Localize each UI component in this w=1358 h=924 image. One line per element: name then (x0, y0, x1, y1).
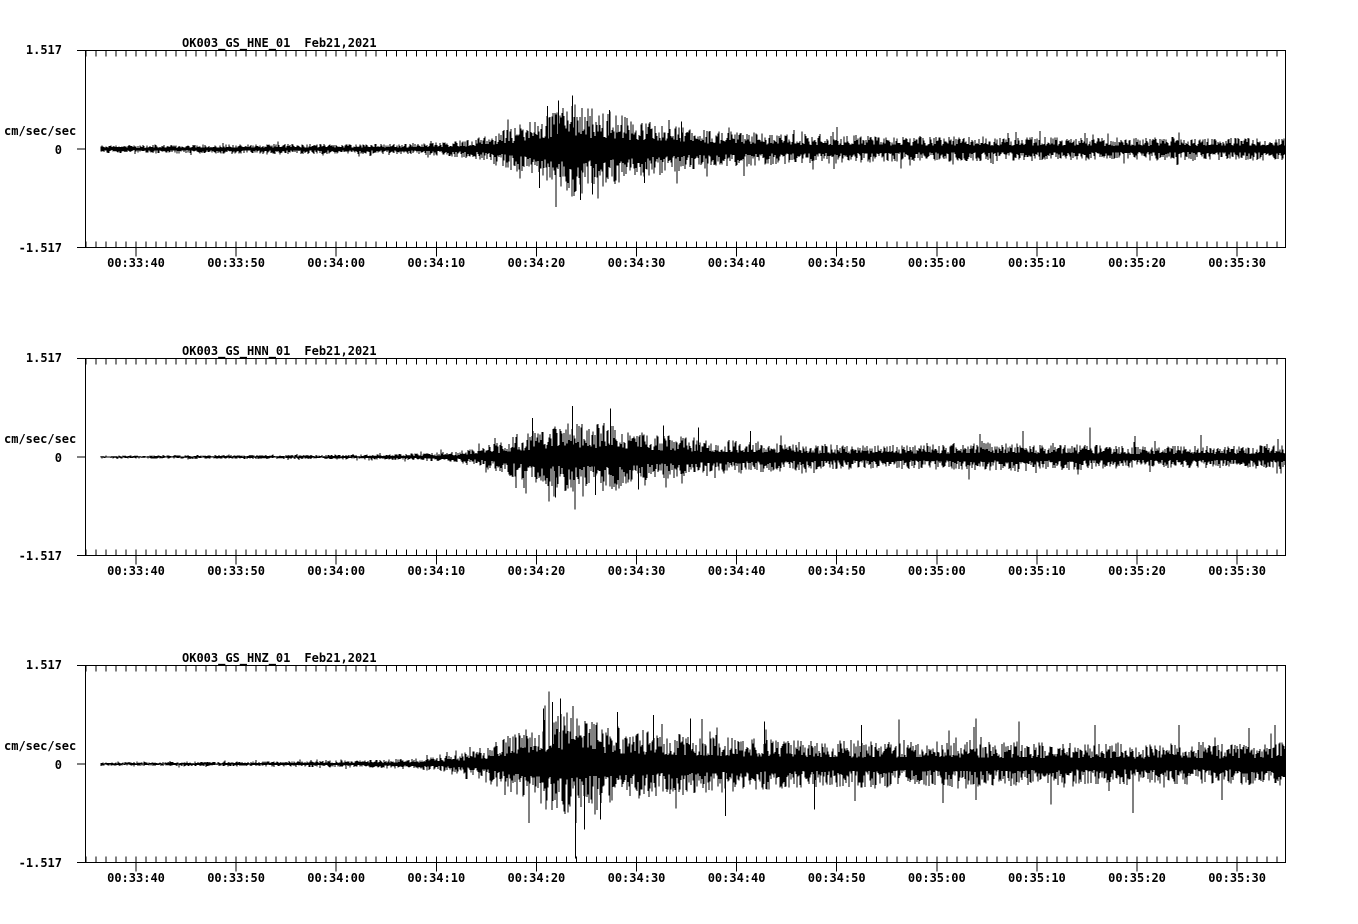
waveform-svg (77, 358, 1286, 565)
panel-title: OK003_GS_HNN_01 Feb21,2021 (182, 344, 377, 358)
x-tick-label: 00:35:10 (1007, 564, 1066, 578)
x-tick-label: 00:33:50 (207, 564, 265, 578)
x-tick-label: 00:34:10 (407, 871, 466, 885)
x-tick-label: 00:34:30 (607, 564, 666, 578)
y-axis-max-label: 1.517 (25, 43, 62, 57)
waveform-svg (77, 665, 1286, 872)
seismogram-panel-hne: OK003_GS_HNE_01 Feb21,2021 1.517 cm/sec/s… (0, 17, 1358, 282)
y-axis-unit-label: cm/sec/sec (4, 432, 77, 446)
x-tick-label: 00:34:20 (507, 256, 566, 270)
panel-title: OK003_GS_HNE_01 Feb21,2021 (182, 36, 377, 50)
x-tick-label: 00:33:50 (207, 256, 265, 270)
x-tick-label: 00:35:10 (1007, 871, 1066, 885)
x-tick-label: 00:35:00 (907, 564, 966, 578)
seismic-trace (100, 691, 1286, 824)
x-tick-label: 00:35:30 (1208, 564, 1266, 578)
seismic-trace-peaks (531, 406, 1202, 498)
x-tick-label: 00:34:40 (707, 256, 766, 270)
station-code: OK003_GS_HNE_01 (182, 36, 291, 50)
x-tick-label: 00:34:20 (507, 564, 566, 578)
x-tick-label: 00:34:30 (607, 871, 666, 885)
x-tick-label: 00:34:50 (807, 256, 866, 270)
station-code: OK003_GS_HNN_01 (182, 344, 291, 358)
y-axis-zero-label: 0 (54, 143, 62, 157)
x-axis-labels: 00:33:40 00:33:50 00:34:00 00:34:10 00:34:20… (0, 871, 1358, 887)
waveform-plot (77, 50, 1286, 257)
seismic-trace (100, 104, 1286, 208)
y-axis-max-label: 1.517 (25, 351, 62, 365)
x-axis-labels: 00:33:40 00:33:50 00:34:00 00:34:10 00:34:20… (0, 564, 1358, 580)
x-tick-label: 00:33:40 (107, 871, 165, 885)
x-tick-label: 00:33:40 (107, 564, 165, 578)
x-tick-label: 00:35:00 (907, 256, 966, 270)
y-axis-zero-label: 0 (54, 758, 62, 772)
x-tick-label: 00:34:00 (307, 564, 366, 578)
station-code: OK003_GS_HNZ_01 (182, 651, 291, 665)
x-tick-label: 00:33:50 (207, 871, 265, 885)
x-tick-label: 00:34:30 (607, 256, 666, 270)
seismic-trace-peaks (538, 95, 682, 200)
x-tick-label: 00:34:00 (307, 871, 366, 885)
y-axis-min-label: -1.517 (18, 549, 62, 563)
seismic-trace (100, 423, 1286, 510)
record-date: Feb21,2021 (304, 344, 377, 358)
y-axis-min-label: -1.517 (18, 856, 62, 870)
x-tick-label: 00:35:20 (1108, 871, 1166, 885)
x-tick-label: 00:33:40 (107, 256, 165, 270)
x-tick-label: 00:34:20 (507, 871, 566, 885)
seismogram-panel-hnz: OK003_GS_HNZ_01 Feb21,2021 1.517 cm/sec/s… (0, 632, 1358, 897)
x-tick-label: 00:35:20 (1108, 564, 1166, 578)
x-tick-label: 00:35:30 (1208, 871, 1266, 885)
waveform-plot (77, 358, 1286, 565)
y-axis-min-label: -1.517 (18, 241, 62, 255)
panel-title: OK003_GS_HNZ_01 Feb21,2021 (182, 651, 377, 665)
seismic-trace-peaks (542, 698, 1276, 859)
x-tick-label: 00:34:00 (307, 256, 366, 270)
seismogram-panel-hnn: OK003_GS_HNN_01 Feb21,2021 1.517 cm/sec/s… (0, 325, 1358, 590)
x-tick-label: 00:35:20 (1108, 256, 1166, 270)
x-tick-label: 00:35:30 (1208, 256, 1266, 270)
x-tick-label: 00:34:10 (407, 256, 466, 270)
waveform-svg (77, 50, 1286, 257)
y-axis-max-label: 1.517 (25, 658, 62, 672)
x-tick-label: 00:34:40 (707, 564, 766, 578)
y-axis-unit-label: cm/sec/sec (4, 739, 77, 753)
x-tick-label: 00:34:40 (707, 871, 766, 885)
y-axis-zero-label: 0 (54, 451, 62, 465)
x-tick-label: 00:34:50 (807, 871, 866, 885)
waveform-plot (77, 665, 1286, 872)
x-tick-label: 00:34:10 (407, 564, 466, 578)
y-axis-unit-label: cm/sec/sec (4, 124, 77, 138)
x-tick-label: 00:35:00 (907, 871, 966, 885)
x-tick-label: 00:34:50 (807, 564, 866, 578)
record-date: Feb21,2021 (304, 36, 377, 50)
x-axis-labels: 00:33:40 00:33:50 00:34:00 00:34:10 00:34:20… (0, 256, 1358, 272)
record-date: Feb21,2021 (304, 651, 377, 665)
x-tick-label: 00:35:10 (1007, 256, 1066, 270)
